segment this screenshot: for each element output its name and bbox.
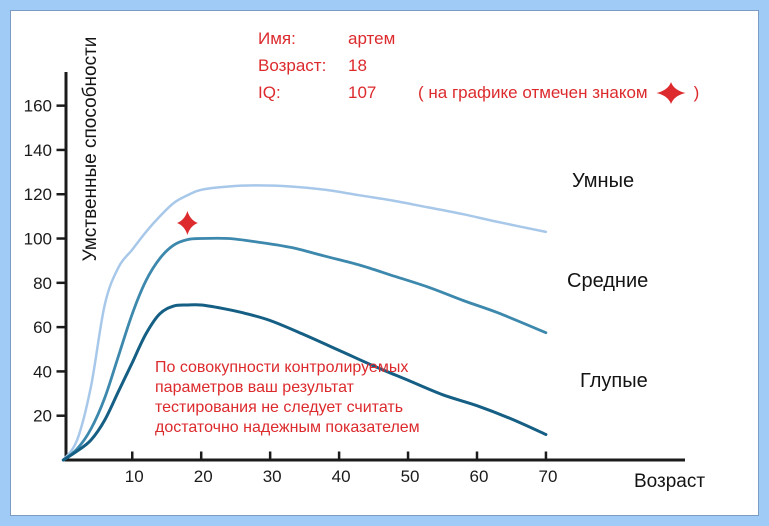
- age-label: Возраст:: [258, 55, 327, 75]
- x-tick-label: 70: [538, 467, 557, 486]
- disclaimer-text: По совокупности контролируемых параметро…: [155, 359, 420, 436]
- marker-note: ( на графике отмечен знаком ): [418, 80, 699, 106]
- y-tick-label: 20: [33, 407, 52, 426]
- iq-value: 107: [348, 82, 377, 102]
- x-tick-label: 30: [263, 467, 282, 486]
- y-tick-label: 80: [33, 274, 52, 293]
- curve-label-dumb: Глупые: [580, 370, 648, 392]
- name-label: Имя:: [258, 28, 296, 48]
- x-tick-label: 50: [401, 467, 420, 486]
- curve-1: [62, 184, 548, 462]
- curve-3: [61, 303, 548, 462]
- y-tick-label: 120: [24, 185, 52, 204]
- x-tick-label: 20: [194, 467, 213, 486]
- y-tick-label: 40: [33, 362, 52, 381]
- iq-marker-legend-icon: [656, 81, 686, 104]
- curve-label-average: Средние: [567, 270, 649, 292]
- iq-marker-star: [176, 211, 198, 236]
- x-tick-label: 10: [125, 467, 144, 486]
- x-tick-label: 60: [470, 467, 489, 486]
- header-row-age: Возраст: 18: [258, 56, 699, 75]
- y-tick-label: 60: [33, 318, 52, 337]
- chart-panel: [10, 10, 759, 516]
- y-tick-label: 140: [24, 141, 52, 160]
- x-tick-label: 40: [332, 467, 351, 486]
- x-axis-title: Возраст: [634, 471, 706, 492]
- iq-label: IQ:: [258, 82, 281, 102]
- y-tick-label: 160: [24, 97, 52, 116]
- header-row-iq: IQ: 107 ( на графике отмечен знаком ): [258, 81, 699, 104]
- age-value: 18: [348, 55, 367, 75]
- curve-label-smart: Умные: [572, 170, 635, 192]
- y-tick-label: 100: [24, 230, 52, 249]
- result-header: Имя: артем Возраст: 18 IQ: 107 ( на граф…: [258, 29, 699, 104]
- y-axis-title: Умственные способности: [80, 36, 101, 262]
- curve-2: [61, 236, 548, 462]
- legend-star-shape: [656, 81, 686, 104]
- marker-note-prefix: ( на графике отмечен знаком: [418, 82, 648, 102]
- name-value: артем: [348, 28, 396, 48]
- marker-note-suffix: ): [693, 82, 700, 102]
- header-row-name: Имя: артем: [258, 29, 699, 48]
